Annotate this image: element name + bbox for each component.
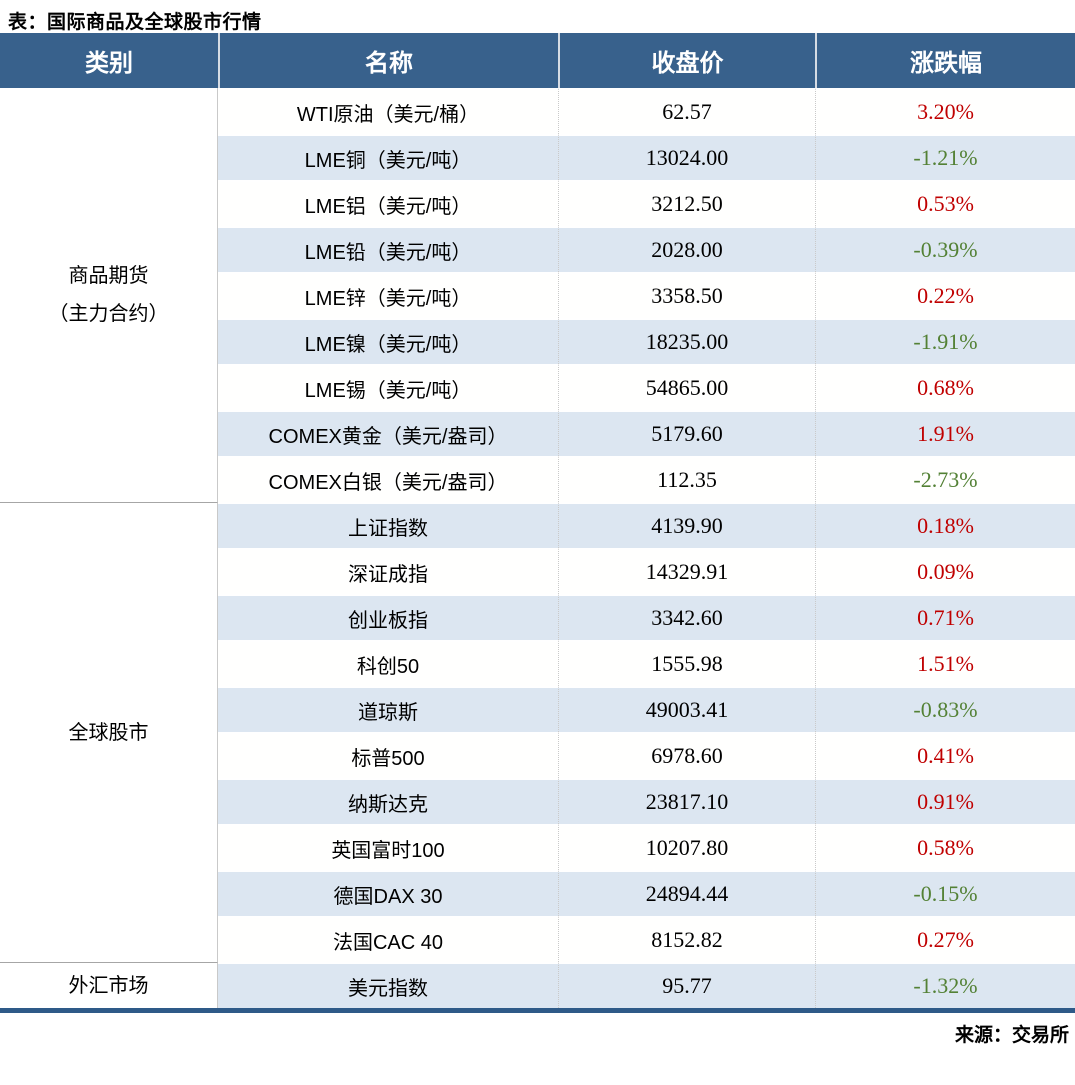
name-cell: 美元指数 [218, 962, 558, 1008]
close-price-cell: 5179.60 [558, 410, 815, 456]
name-cell: WTI原油（美元/桶） [218, 88, 558, 134]
name-cell: 科创50 [218, 640, 558, 686]
change-cell: 0.71% [815, 594, 1075, 640]
table-row: 道琼斯 49003.41 -0.83% [0, 686, 1075, 732]
change-cell: 0.09% [815, 548, 1075, 594]
table-row: 深证成指 14329.91 0.09% [0, 548, 1075, 594]
change-cell: -2.73% [815, 456, 1075, 502]
close-price-cell: 3342.60 [558, 594, 815, 640]
name-cell: 法国CAC 40 [218, 916, 558, 962]
table-row: 英国富时100 10207.80 0.58% [0, 824, 1075, 870]
table-row: COMEX黄金（美元/盎司） 5179.60 1.91% [0, 410, 1075, 456]
table-row: LME镍（美元/吨） 18235.00 -1.91% [0, 318, 1075, 364]
close-price-cell: 95.77 [558, 962, 815, 1008]
name-cell: 德国DAX 30 [218, 870, 558, 916]
name-cell: 纳斯达克 [218, 778, 558, 824]
change-cell: 0.53% [815, 180, 1075, 226]
name-cell: 上证指数 [218, 502, 558, 548]
change-cell: -0.39% [815, 226, 1075, 272]
close-price-cell: 1555.98 [558, 640, 815, 686]
column-header-name: 名称 [218, 33, 558, 88]
table-row: 标普500 6978.60 0.41% [0, 732, 1075, 778]
name-cell: LME铅（美元/吨） [218, 226, 558, 272]
close-price-cell: 112.35 [558, 456, 815, 502]
table-row: LME锌（美元/吨） 3358.50 0.22% [0, 272, 1075, 318]
change-cell: 0.41% [815, 732, 1075, 778]
close-price-cell: 49003.41 [558, 686, 815, 732]
name-cell: COMEX白银（美元/盎司） [218, 456, 558, 502]
name-cell: LME铜（美元/吨） [218, 134, 558, 180]
change-cell: -1.21% [815, 134, 1075, 180]
name-cell: 英国富时100 [218, 824, 558, 870]
table-row: LME铜（美元/吨） 13024.00 -1.21% [0, 134, 1075, 180]
close-price-cell: 18235.00 [558, 318, 815, 364]
close-price-cell: 2028.00 [558, 226, 815, 272]
table-row: 纳斯达克 23817.10 0.91% [0, 778, 1075, 824]
category-cell: 全球股市 [0, 502, 218, 962]
name-cell: 标普500 [218, 732, 558, 778]
change-cell: 1.51% [815, 640, 1075, 686]
column-header-category: 类别 [0, 33, 218, 88]
column-header-change: 涨跌幅 [815, 33, 1075, 88]
table-row: LME铅（美元/吨） 2028.00 -0.39% [0, 226, 1075, 272]
name-cell: LME镍（美元/吨） [218, 318, 558, 364]
name-cell: COMEX黄金（美元/盎司） [218, 410, 558, 456]
table-row: 外汇市场 美元指数 95.77 -1.32% [0, 962, 1075, 1008]
name-cell: LME锡（美元/吨） [218, 364, 558, 410]
category-cell: 外汇市场 [0, 962, 218, 1008]
name-cell: 创业板指 [218, 594, 558, 640]
change-cell: -0.83% [815, 686, 1075, 732]
close-price-cell: 13024.00 [558, 134, 815, 180]
close-price-cell: 62.57 [558, 88, 815, 134]
change-cell: -1.32% [815, 962, 1075, 1008]
close-price-cell: 23817.10 [558, 778, 815, 824]
close-price-cell: 24894.44 [558, 870, 815, 916]
table-row: COMEX白银（美元/盎司） 112.35 -2.73% [0, 456, 1075, 502]
close-price-cell: 10207.80 [558, 824, 815, 870]
table-row: LME铝（美元/吨） 3212.50 0.53% [0, 180, 1075, 226]
close-price-cell: 3358.50 [558, 272, 815, 318]
close-price-cell: 8152.82 [558, 916, 815, 962]
table-row: 创业板指 3342.60 0.71% [0, 594, 1075, 640]
market-table: 类别 名称 收盘价 涨跌幅 商品期货 （主力合约） WTI原油（美元/桶） 62.5… [0, 33, 1075, 1013]
name-cell: LME锌（美元/吨） [218, 272, 558, 318]
table-row: 科创50 1555.98 1.51% [0, 640, 1075, 686]
close-price-cell: 6978.60 [558, 732, 815, 778]
change-cell: 1.91% [815, 410, 1075, 456]
table-body: 商品期货 （主力合约） WTI原油（美元/桶） 62.57 3.20% LME铜（美元/… [0, 88, 1075, 1008]
page-title: 表：国际商品及全球股市行情 [8, 12, 262, 33]
close-price-cell: 54865.00 [558, 364, 815, 410]
category-cell: 商品期货 （主力合约） [0, 88, 218, 502]
change-cell: -0.15% [815, 870, 1075, 916]
name-cell: LME铝（美元/吨） [218, 180, 558, 226]
table-row: 法国CAC 40 8152.82 0.27% [0, 916, 1075, 962]
close-price-cell: 3212.50 [558, 180, 815, 226]
change-cell: 3.20% [815, 88, 1075, 134]
column-header-close: 收盘价 [558, 33, 815, 88]
close-price-cell: 14329.91 [558, 548, 815, 594]
table-row: 全球股市 上证指数 4139.90 0.18% [0, 502, 1075, 962]
table-row: 商品期货 （主力合约） WTI原油（美元/桶） 62.57 3.20% [0, 88, 1075, 502]
change-cell: 0.18% [815, 502, 1075, 548]
change-cell: -1.91% [815, 318, 1075, 364]
change-cell: 0.68% [815, 364, 1075, 410]
name-cell: 深证成指 [218, 548, 558, 594]
change-cell: 0.91% [815, 778, 1075, 824]
change-cell: 0.22% [815, 272, 1075, 318]
change-cell: 0.58% [815, 824, 1075, 870]
header-row: 类别 名称 收盘价 涨跌幅 [0, 33, 1075, 88]
table-row: LME锡（美元/吨） 54865.00 0.68% [0, 364, 1075, 410]
close-price-cell: 4139.90 [558, 502, 815, 548]
name-cell: 道琼斯 [218, 686, 558, 732]
change-cell: 0.27% [815, 916, 1075, 962]
table-row: 德国DAX 30 24894.44 -0.15% [0, 870, 1075, 916]
source-note: 来源：交易所 [954, 1025, 1069, 1046]
table-header: 类别 名称 收盘价 涨跌幅 [0, 33, 1075, 88]
